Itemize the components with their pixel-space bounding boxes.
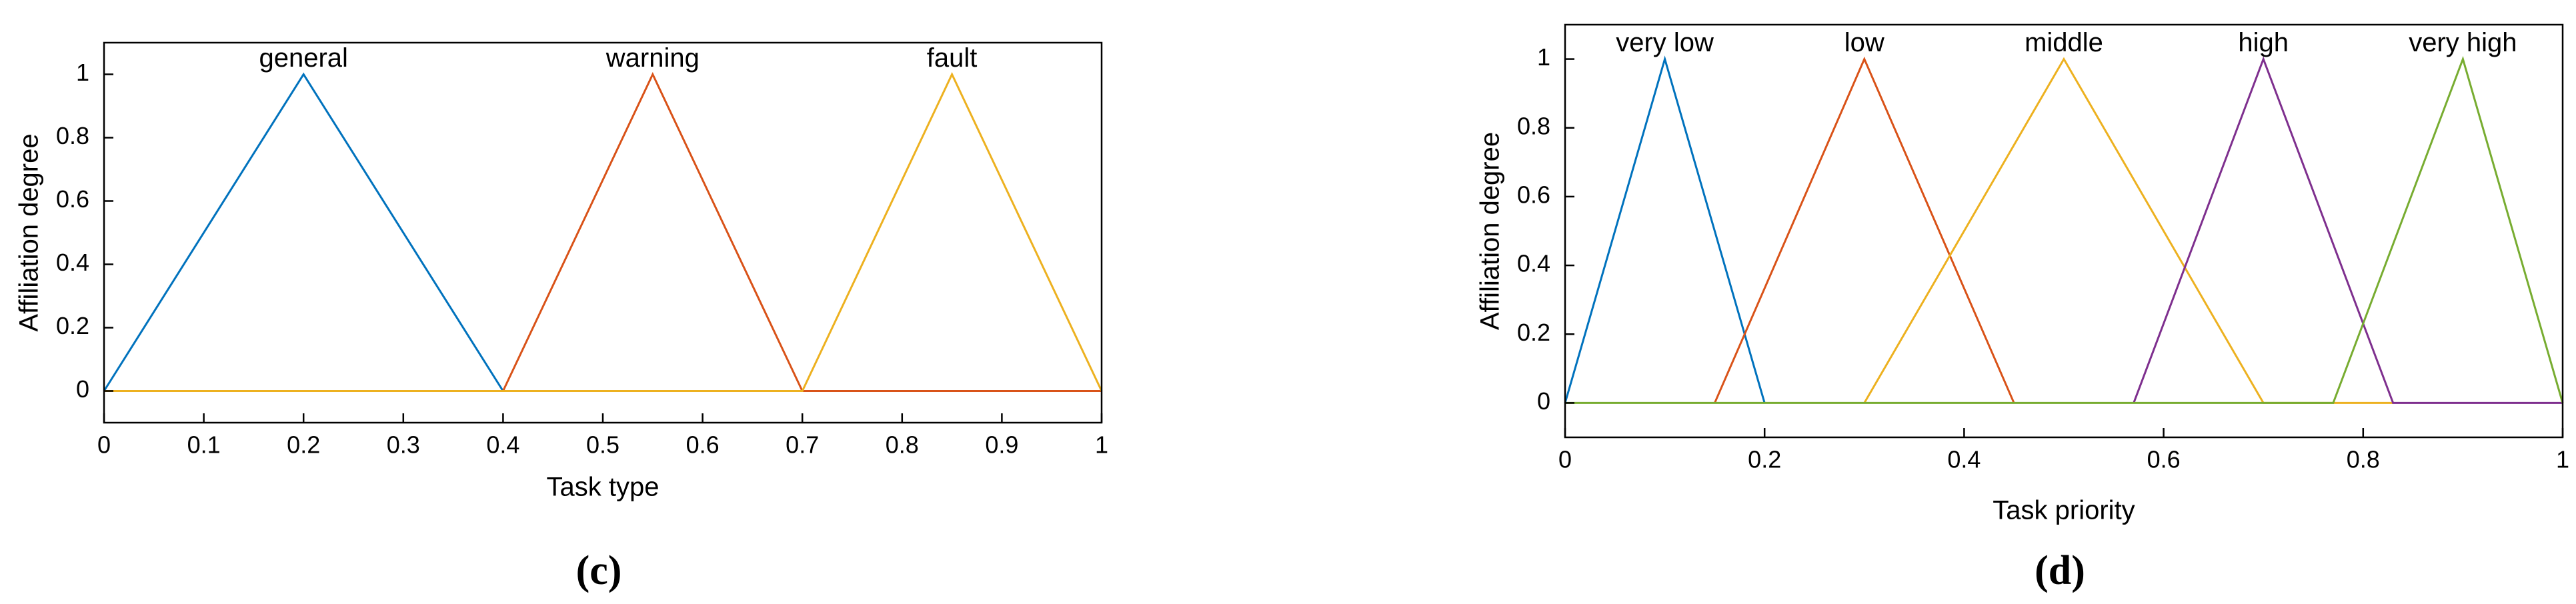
x-tick-label: 0 [97, 431, 111, 459]
x-tick-label: 0.5 [586, 431, 619, 459]
x-tick-label: 0.6 [686, 431, 720, 459]
y-tick-label: 0.8 [1517, 112, 1550, 139]
x-tick-label: 0.8 [2347, 446, 2380, 473]
series-label: very high [2409, 28, 2517, 57]
x-axis-label: Task type [547, 473, 660, 502]
series-line [103, 72, 1102, 392]
series-line [104, 71, 1103, 392]
x-tick-label: 0.6 [2147, 446, 2181, 473]
x-tick-label: 0.3 [387, 431, 420, 459]
series-line [1863, 57, 2393, 404]
y-tick-label: 1 [76, 59, 89, 86]
y-tick-label: 0 [1537, 387, 1550, 415]
series-line [1565, 55, 2564, 404]
series-label: middle [2025, 28, 2103, 57]
chart: general warning fault 0 0.1 0.2 0.3 0.4 0.5 0.6 0.… [15, 41, 1108, 593]
y-tick-label: 0.2 [1517, 319, 1550, 346]
series-label: warning [605, 43, 700, 73]
y-tick-label: 0.4 [56, 249, 89, 276]
series-line [1564, 55, 1766, 403]
series-label: high [2238, 28, 2289, 57]
x-tick-label: 0.7 [786, 431, 819, 459]
x-tick-label: 0.9 [985, 431, 1018, 459]
y-tick-label: 0.4 [1517, 250, 1550, 277]
series-line [2133, 56, 2563, 404]
y-tick-label: 0.6 [56, 185, 89, 213]
y-tick-label: 0.2 [56, 312, 89, 339]
series-line [1714, 56, 2015, 404]
chart: very low low middle high very high 0 0.2 0.4 0.6… [1476, 23, 2569, 593]
x-tick-label: 0.2 [1748, 446, 1781, 473]
y-tick-label: 1 [1537, 43, 1550, 71]
series-label: fault [927, 43, 978, 73]
y-axis-label: Affiliation degree [1476, 132, 1505, 330]
plot-frame [103, 41, 1103, 424]
x-axis-label: Task priority [1993, 496, 2135, 525]
x-tick-label: 0.8 [886, 431, 919, 459]
y-tick-label: 0.8 [56, 122, 89, 149]
x-tick-label: 0.4 [486, 431, 519, 459]
plot-frame [1564, 23, 2564, 439]
y-axis-label: Affiliation degree [15, 133, 44, 331]
x-tick-label: 1 [1095, 431, 1108, 459]
series-line [104, 71, 1102, 392]
x-tick-label: 0.4 [1947, 446, 1981, 473]
caption: (c) [576, 548, 622, 593]
y-tick-label: 0.6 [1517, 181, 1550, 208]
caption: (d) [2035, 548, 2085, 593]
x-tick-label: 0.2 [287, 431, 320, 459]
series-label: very low [1616, 28, 1714, 57]
y-tick-label: 0 [76, 375, 89, 403]
x-tick-label: 1 [2556, 446, 2569, 473]
series-label: low [1844, 28, 1884, 57]
series-label: general [259, 43, 347, 73]
x-tick-label: 0.1 [187, 431, 221, 459]
x-tick-label: 0 [1558, 446, 1572, 473]
